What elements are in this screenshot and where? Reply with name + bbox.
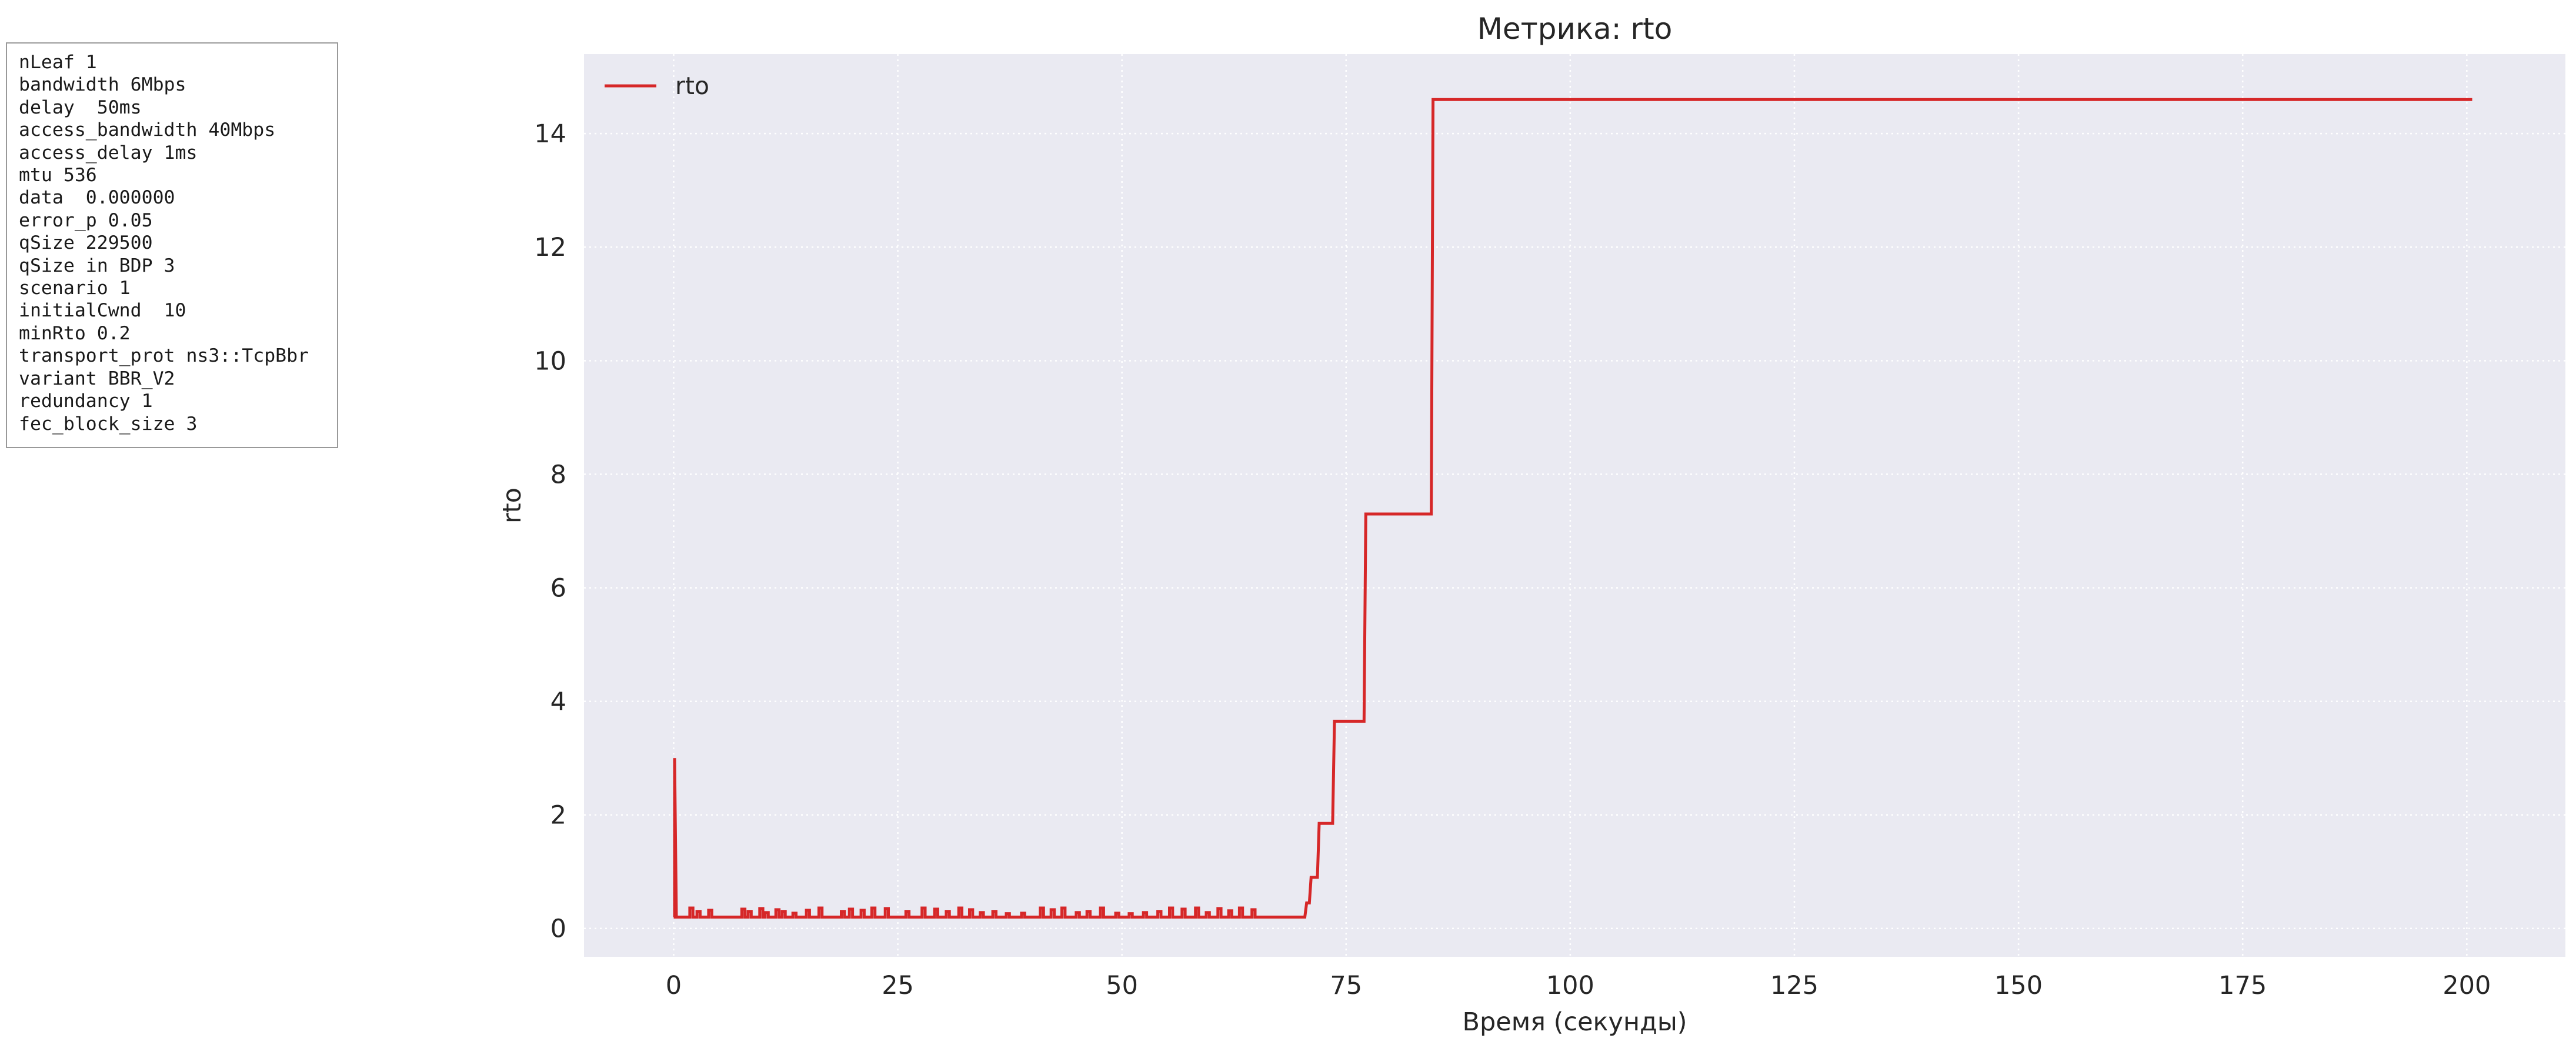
param-line: minRto 0.2 [19,322,131,344]
simulation-params-box: nLeaf 1 bandwidth 6Mbps delay 50ms access_b… [6,42,338,448]
grid-lines [584,54,2565,957]
param-line: bandwidth 6Mbps [19,74,186,96]
x-tick-label: 125 [1770,971,1818,1000]
y-tick-label: 0 [550,915,566,944]
y-axis-label: rto [498,488,527,523]
param-line: fec_block_size 3 [19,413,198,435]
param-line: error_p 0.05 [19,209,153,231]
x-tick-label: 150 [1994,971,2043,1000]
y-tick-label: 6 [550,573,566,603]
y-tick-label: 8 [550,460,566,489]
x-axis-label: Время (секунды) [1462,1007,1687,1037]
plot-area-background [584,54,2565,957]
legend: rto [605,72,709,100]
x-tick-label: 25 [882,971,914,1000]
param-line: qSize 229500 [19,232,153,254]
x-tick-label: 50 [1106,971,1138,1000]
param-line: transport_prot ns3::TcpBbr [19,345,309,367]
param-line: nLeaf 1 [19,52,97,73]
param-line: scenario 1 [19,278,131,299]
y-tick-label: 2 [550,801,566,830]
param-line: data 0.000000 [19,187,175,209]
y-tick-label: 12 [534,233,566,262]
param-line: mtu 536 [19,165,97,186]
param-line: redundancy 1 [19,391,153,412]
param-line: qSize in BDP 3 [19,255,175,276]
y-tick-label: 10 [534,346,566,376]
param-line: initialCwnd 10 [19,300,186,322]
x-tick-label: 0 [666,971,682,1000]
series-layer [673,98,2472,919]
x-tick-label: 175 [2218,971,2267,1000]
tick-labels: 0 25 50 75 100 125 150 175 200 0 2 4 6 8 10 12 14 [534,119,2491,1000]
y-tick-label: 4 [550,687,566,717]
x-tick-label: 100 [1546,971,1594,1000]
param-line: delay 50ms [19,96,142,118]
x-tick-label: 200 [2442,971,2491,1000]
param-line: access_bandwidth 40Mbps [19,119,276,141]
param-line: access_delay 1ms [19,142,198,163]
x-tick-label: 75 [1330,971,1362,1000]
param-line: variant BBR_V2 [19,368,175,389]
y-tick-label: 14 [534,119,566,149]
chart-title: Метрика: rto [1477,12,1673,46]
series-line-rto [673,98,2472,919]
legend-label-rto: rto [675,72,709,100]
